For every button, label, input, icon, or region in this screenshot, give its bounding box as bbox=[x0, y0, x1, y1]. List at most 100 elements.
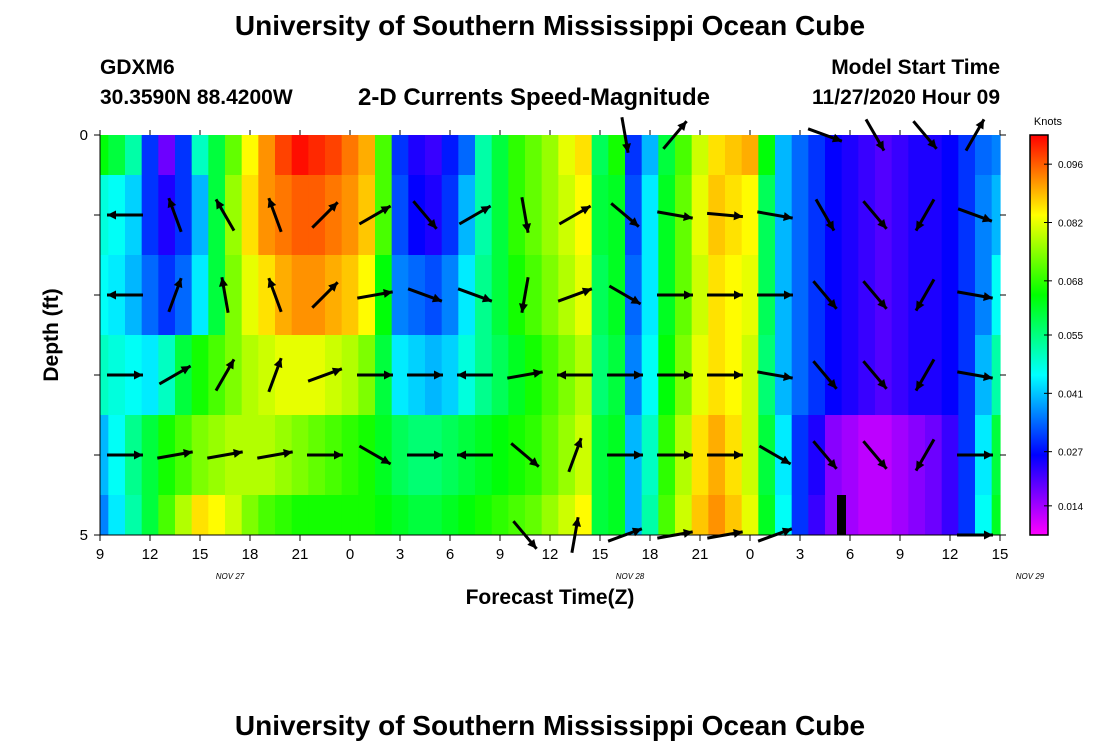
heatmap-cell bbox=[891, 415, 909, 495]
heatmap-cell bbox=[225, 175, 243, 255]
heatmap-cell bbox=[425, 135, 443, 175]
heatmap-cell bbox=[541, 415, 559, 495]
heatmap-cell bbox=[508, 175, 526, 255]
heatmap-cell bbox=[691, 255, 709, 335]
heatmap-cell bbox=[608, 175, 626, 255]
heatmap-cell bbox=[341, 175, 359, 255]
current-vector-head bbox=[631, 527, 642, 537]
heatmap-cell bbox=[625, 175, 643, 255]
heatmap-cell bbox=[325, 175, 343, 255]
current-vector-head bbox=[734, 370, 743, 380]
current-vector-head bbox=[580, 206, 591, 215]
heatmap-cell bbox=[458, 255, 476, 335]
heatmap-cell bbox=[325, 135, 343, 175]
x-tick-label: 6 bbox=[446, 546, 454, 563]
heatmap-cell bbox=[891, 135, 909, 175]
heatmap-cell bbox=[808, 415, 826, 495]
heatmap-cell bbox=[458, 135, 476, 175]
heatmap-cell bbox=[441, 175, 459, 255]
heatmap-cell bbox=[391, 175, 409, 255]
chart-title: 2-D Currents Speed-Magnitude bbox=[358, 84, 711, 111]
heatmap-cell bbox=[575, 135, 593, 175]
x-tick-label: 18 bbox=[642, 546, 659, 563]
current-vector-head bbox=[875, 140, 884, 151]
heatmap-cell bbox=[991, 335, 1001, 415]
current-vector-head bbox=[916, 460, 925, 471]
current-vector-head bbox=[827, 379, 837, 389]
heatmap-cell bbox=[375, 495, 393, 535]
current-vector-head bbox=[984, 450, 993, 460]
heatmap-cell bbox=[208, 495, 226, 535]
x-tick-label: 18 bbox=[242, 546, 259, 563]
heatmap-cell bbox=[675, 495, 693, 535]
heatmap-cell bbox=[675, 135, 693, 175]
heatmap-cell bbox=[575, 255, 593, 335]
heatmap-cell bbox=[141, 135, 159, 175]
heatmap-cell bbox=[258, 335, 276, 415]
x-tick-label: 12 bbox=[942, 546, 959, 563]
heatmap-cell bbox=[141, 175, 159, 255]
heatmap-cell bbox=[591, 175, 609, 255]
heatmap-cell bbox=[691, 135, 709, 175]
current-vector-head bbox=[916, 380, 925, 391]
heatmap-cell bbox=[691, 175, 709, 255]
heatmap-cell bbox=[275, 255, 293, 335]
heatmap-cell bbox=[508, 495, 526, 535]
heatmap-cell bbox=[791, 415, 809, 495]
heatmap-cell bbox=[275, 495, 293, 535]
heatmap-cell bbox=[941, 255, 959, 335]
heatmap-cell bbox=[908, 335, 926, 415]
heatmap-cell bbox=[525, 495, 543, 535]
heatmap-cell bbox=[425, 175, 443, 255]
heatmap-cell bbox=[591, 255, 609, 335]
current-vector-head bbox=[827, 299, 837, 309]
heatmap-cell bbox=[475, 175, 493, 255]
heatmap-cell bbox=[391, 415, 409, 495]
heatmap-cell bbox=[941, 135, 959, 175]
heatmap-cell bbox=[325, 495, 343, 535]
x-tick-label: 0 bbox=[746, 546, 754, 563]
heatmap-cell bbox=[191, 135, 209, 175]
current-vector-head bbox=[331, 367, 342, 377]
heatmap-cell bbox=[891, 175, 909, 255]
station-id: GDXM6 bbox=[100, 56, 175, 79]
heatmap-cell bbox=[391, 135, 409, 175]
current-vector-head bbox=[573, 438, 583, 449]
heatmap-cell bbox=[225, 335, 243, 415]
heatmap-cell bbox=[100, 175, 109, 255]
heatmap-cell bbox=[391, 335, 409, 415]
heatmap-cell bbox=[508, 135, 526, 175]
heatmap-cell bbox=[858, 415, 876, 495]
date-label: NOV 29 bbox=[1016, 572, 1045, 581]
current-vector-head bbox=[219, 277, 228, 287]
heatmap-cell bbox=[575, 415, 593, 495]
heatmap-cell bbox=[191, 255, 209, 335]
heatmap-cell bbox=[825, 415, 843, 495]
heatmap-cell bbox=[341, 495, 359, 535]
current-vector-head bbox=[733, 211, 743, 221]
heatmap-cell bbox=[741, 135, 759, 175]
current-vector-head bbox=[233, 449, 243, 458]
heatmap-cell bbox=[341, 415, 359, 495]
current-vector-head bbox=[684, 450, 693, 460]
heatmap-cell bbox=[841, 255, 859, 335]
heatmap-cell bbox=[191, 495, 209, 535]
x-tick-label: 3 bbox=[796, 546, 804, 563]
x-tick-label: 12 bbox=[142, 546, 159, 563]
heatmap-cell bbox=[241, 495, 259, 535]
heatmap-cell bbox=[158, 335, 176, 415]
heatmap-cell bbox=[275, 335, 293, 415]
current-vector-head bbox=[380, 206, 391, 215]
current-vector-head bbox=[481, 293, 492, 303]
heatmap-cell bbox=[641, 415, 659, 495]
heatmap-cell bbox=[525, 255, 543, 335]
heatmap-cell bbox=[291, 415, 309, 495]
heatmap-cell bbox=[575, 495, 593, 535]
current-vector-head bbox=[107, 210, 116, 220]
heatmap-cell bbox=[808, 135, 826, 175]
heatmap-cell bbox=[491, 415, 509, 495]
heatmap-cell bbox=[791, 495, 809, 535]
heatmap-cell bbox=[908, 495, 926, 535]
heatmap-cell bbox=[175, 175, 193, 255]
